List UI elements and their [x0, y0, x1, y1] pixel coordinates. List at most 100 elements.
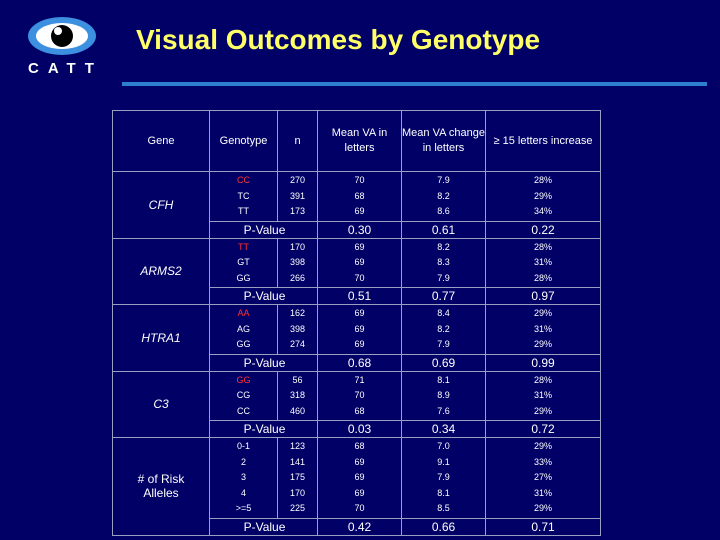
gene-name: HTRA1	[112, 304, 210, 372]
genotype-values: 0-1 2 3 4 >=5	[209, 437, 278, 519]
table-cell: 7.0	[437, 441, 450, 451]
table-cell: 7.6	[437, 405, 450, 416]
table-cell: 56	[292, 374, 303, 385]
table-cell: 2	[240, 456, 246, 467]
table-cell: 170	[289, 487, 306, 498]
catt-logo: CATT	[22, 14, 102, 78]
table-cell: CG	[236, 390, 251, 400]
mean-va-values: 69 69 70	[317, 237, 402, 288]
pvalue-change: 0.34	[401, 420, 486, 438]
header-15-letters: ≥ 15 letters increase	[485, 110, 601, 172]
pvalue-label: P-Value	[209, 353, 318, 372]
table-cell: 170	[289, 241, 306, 252]
pvalue-change: 0.66	[401, 517, 486, 536]
header-n: n	[277, 110, 318, 172]
table-cell: 29%	[533, 405, 552, 416]
table-cell: 70	[354, 390, 365, 400]
gene-name: ARMS2	[112, 237, 210, 305]
table-cell: 7.9	[437, 339, 450, 349]
table-cell: 3	[240, 472, 246, 482]
table-cell: 318	[289, 390, 306, 400]
table-cell: 123	[289, 441, 306, 451]
table-cell: 8.3	[437, 257, 450, 267]
table-cell: 31%	[533, 487, 552, 498]
table-cell: 29%	[533, 339, 552, 349]
genotype-values: GG CG CC	[209, 370, 278, 421]
table-cell: 69	[354, 206, 365, 216]
pvalue-row: P-Value 0.51 0.77 0.97	[113, 287, 601, 305]
ge15-values: 28% 31% 29%	[485, 370, 601, 421]
table-cell: 31%	[533, 323, 552, 334]
table-cell: CC	[237, 405, 250, 416]
table-cell: 398	[289, 257, 306, 267]
n-values: 270 391 173	[277, 171, 318, 222]
ge15-values: 29% 31% 29%	[485, 304, 601, 355]
header-row: Gene Genotype n Mean VA in letters Mean …	[112, 110, 601, 172]
table-cell: 33%	[533, 456, 552, 467]
table-cell: 28%	[533, 272, 552, 283]
pvalue-ge15: 0.71	[485, 517, 601, 536]
table-cell: GT	[237, 257, 250, 267]
pvalue-label: P-Value	[209, 420, 318, 438]
genotype-table: Gene Genotype n Mean VA in letters Mean …	[112, 110, 601, 536]
pvalue-mean-va: 0.51	[317, 287, 402, 305]
table-cell: 266	[289, 272, 306, 283]
table-cell: TT	[238, 206, 249, 216]
table-cell: GG	[236, 339, 251, 349]
table-cell: AA	[237, 308, 250, 318]
ge15-values: 28% 31% 28%	[485, 237, 601, 288]
n-values: 162 398 274	[277, 304, 318, 355]
table-cell: 7.9	[437, 175, 450, 185]
gene-name: C3	[112, 370, 210, 438]
table-cell: 69	[354, 241, 365, 252]
genotype-values: TT GT GG	[209, 237, 278, 288]
table-cell: 27%	[533, 472, 552, 482]
mean-va-values: 70 68 69	[317, 171, 402, 222]
gene-group-row: ARMS2 TT GT GG 170 398 266 69 69 70 8.2 8.3 7.9 28% 31…	[112, 237, 601, 305]
table-cell: 28%	[533, 175, 552, 185]
table-cell: 274	[289, 339, 306, 349]
table-cell: 29%	[533, 308, 552, 318]
mean-va-change-values: 8.4 8.2 7.9	[401, 304, 486, 355]
table-cell: 69	[354, 323, 365, 334]
table-cell: >=5	[235, 503, 252, 513]
pvalue-change: 0.61	[401, 220, 486, 239]
logo-text: CATT	[28, 60, 103, 77]
mean-va-values: 68 69 69 69 70	[317, 437, 402, 519]
table-cell: 8.2	[437, 190, 450, 201]
gene-name: CFH	[112, 171, 210, 239]
n-values: 56 318 460	[277, 370, 318, 421]
gene-name: # of Risk Alleles	[112, 437, 210, 536]
table-cell: AG	[236, 323, 250, 334]
table-cell: 68	[354, 441, 365, 451]
table-cell: 8.5	[437, 503, 450, 513]
gene-group-row: C3 GG CG CC 56 318 460 71 70 68 8.1 8.9 7.6 28% 31% 29%	[112, 370, 601, 438]
table-cell: 28%	[533, 374, 552, 385]
n-values: 123 141 175 170 225	[277, 437, 318, 519]
table-cell: 69	[354, 456, 365, 467]
header-mean-va-change: Mean VA change in letters	[401, 110, 486, 172]
pvalue-label: P-Value	[209, 517, 318, 536]
pvalue-mean-va: 0.03	[317, 420, 402, 438]
genotype-values: CC TC TT	[209, 171, 278, 222]
mean-va-change-values: 8.1 8.9 7.6	[401, 370, 486, 421]
table-cell: 69	[354, 472, 365, 482]
table-cell: 68	[354, 190, 365, 201]
mean-va-values: 69 69 69	[317, 304, 402, 355]
table-cell: 8.6	[437, 206, 450, 216]
table-cell: 29%	[533, 441, 552, 451]
table-cell: 7.9	[437, 272, 450, 283]
table-cell: 34%	[533, 206, 552, 216]
table-cell: 70	[354, 175, 365, 185]
table-cell: TT	[238, 241, 249, 252]
table-cell: 225	[289, 503, 306, 513]
table-cell: 69	[354, 257, 365, 267]
table-cell: 7.9	[437, 472, 450, 482]
table-cell: 8.2	[437, 241, 450, 252]
pvalue-change: 0.77	[401, 287, 486, 305]
table-cell: 69	[354, 339, 365, 349]
title-rule	[122, 82, 707, 86]
pvalue-mean-va: 0.30	[317, 220, 402, 239]
table-cell: GG	[236, 374, 251, 385]
header-mean-va: Mean VA in letters	[317, 110, 402, 172]
